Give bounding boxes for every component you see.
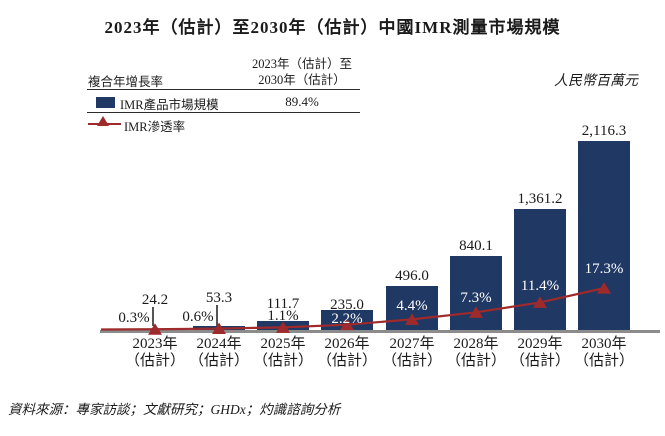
- penetration-pct-label: 0.6%: [182, 309, 214, 325]
- bar-2028年: [450, 256, 502, 331]
- triangle-marker-icon: [469, 306, 483, 318]
- bar-value-label: 24.2: [141, 292, 169, 308]
- bar-value-label: 2,116.3: [581, 123, 627, 139]
- penetration-pct-label: 4.4%: [396, 298, 428, 314]
- x-label-year: 2028年: [453, 336, 499, 352]
- bar-value-label: 840.1: [459, 238, 493, 254]
- x-axis-baseline: [100, 330, 660, 333]
- cagr-period-line2: 2030年（估計）: [258, 72, 346, 87]
- x-label-year: 2024年: [196, 336, 242, 352]
- bar-2029年: [514, 209, 566, 331]
- bar-series-label: IMR產品市場規模: [120, 98, 219, 112]
- bar-2030年: [578, 141, 630, 331]
- triangle-marker-icon: [340, 318, 354, 331]
- source-note: 資料來源：專家訪談；文獻研究；GHDx；灼識諮詢分析: [8, 402, 341, 417]
- cagr-period-line1: 2023年（估計）至: [251, 57, 352, 71]
- penetration-pct-label: 2.2%: [331, 311, 363, 327]
- bar-value-label: 235.0: [330, 297, 364, 313]
- x-label-year: 2027年: [389, 336, 435, 352]
- penetration-pct-label: 17.3%: [584, 261, 624, 277]
- x-label-year: 2029年: [517, 336, 563, 352]
- penetration-pct-label: 1.1%: [267, 308, 299, 324]
- x-label-estimate: （估計）: [252, 353, 313, 369]
- bar-value-label: 111.7: [266, 296, 300, 312]
- x-axis-label-2030年: 2030年 （估計）: [556, 336, 652, 370]
- triangle-marker-icon: [597, 282, 611, 294]
- penetration-pct-label: 7.3%: [460, 290, 492, 306]
- bar-series-cagr-value: 89.4%: [285, 94, 319, 109]
- x-label-estimate: （估計）: [124, 353, 185, 369]
- x-label-year: 2030年: [581, 336, 627, 352]
- bar-value-label: 496.0: [395, 268, 429, 284]
- x-label-estimate: （估計）: [509, 353, 570, 369]
- x-axis-label-2023年: 2023年 （估計）: [107, 336, 203, 370]
- triangle-marker-icon: [533, 296, 547, 308]
- bar-value-label: 1,361.2: [517, 191, 563, 207]
- x-axis-label-2026年: 2026年 （估計）: [299, 336, 395, 370]
- bar-series-swatch-icon: [96, 97, 115, 108]
- table-rule-top: [87, 89, 360, 90]
- penetration-pct-label: 11.4%: [520, 278, 560, 294]
- x-label-year: 2025年: [260, 336, 306, 352]
- triangle-marker-icon: [97, 116, 109, 126]
- x-label-estimate: （估計）: [381, 353, 442, 369]
- cagr-header: 複合年增長率: [88, 75, 164, 89]
- bar-value-label: 53.3: [205, 290, 233, 306]
- x-axis-label-2027年: 2027年 （估計）: [364, 336, 460, 370]
- x-axis-label-2024年: 2024年 （估計）: [171, 336, 267, 370]
- x-label-estimate: （估計）: [316, 353, 377, 369]
- line-series-label: IMR滲透率: [124, 120, 186, 134]
- x-label-year: 2023年: [132, 336, 178, 352]
- cagr-legend-table: 2023年（估計）至 2030年（估計） 複合年增長率 IMR產品市場規模 89…: [87, 57, 360, 135]
- x-axis-label-2029年: 2029年 （估計）: [492, 336, 588, 370]
- penetration-pct-label: 0.3%: [118, 310, 150, 326]
- cagr-period-header: 2023年（估計）至 2030年（估計）: [235, 57, 369, 88]
- x-label-year: 2026年: [324, 336, 370, 352]
- x-label-estimate: （估計）: [445, 353, 506, 369]
- x-axis-label-2028年: 2028年 （估計）: [428, 336, 524, 370]
- x-label-estimate: （估計）: [573, 353, 634, 369]
- value-unit-label: 人民幣百萬元: [554, 74, 638, 89]
- triangle-marker-icon: [276, 321, 290, 333]
- x-label-estimate: （估計）: [188, 353, 249, 369]
- chart-title: 2023年（估計）至2030年（估計）中國IMR測量市場規模: [104, 18, 561, 37]
- triangle-marker-icon: [148, 323, 162, 335]
- table-rule-bottom: [87, 112, 360, 113]
- triangle-marker-icon: [405, 313, 419, 325]
- triangle-marker-icon: [212, 322, 226, 335]
- x-axis-label-2025年: 2025年 （估計）: [235, 336, 331, 370]
